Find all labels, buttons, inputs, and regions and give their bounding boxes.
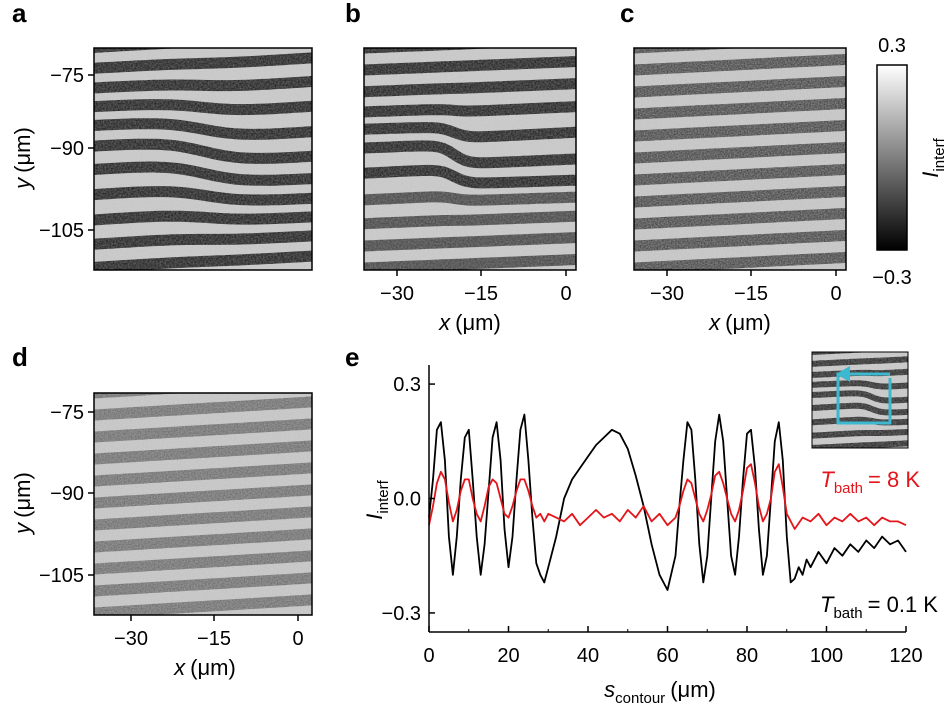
series-line-red (428, 463, 907, 530)
e-y-axis-title: Iinterf (362, 479, 392, 519)
x-tick-label: 0 (292, 628, 303, 650)
frame-d (93, 392, 313, 616)
fringe-dark-band (94, 299, 312, 312)
y-axis-title-d: y(μm) (10, 472, 35, 536)
fringe-dark-band (812, 323, 908, 328)
panel-d-y-axis: −75 −90 −105 y(μm) (10, 402, 94, 587)
fringe-dark-band (94, 277, 312, 290)
y-tick-label: −105 (39, 220, 84, 242)
e-y-tick-label: 0.3 (393, 374, 421, 396)
fringe-dark-band (94, 358, 312, 371)
fringe-dark-band (364, 18, 576, 27)
y-tick-label: −75 (50, 65, 84, 87)
series-line-black (428, 413, 907, 591)
panel-d-x-axis: −30 −15 0 x (μm) (114, 615, 304, 680)
y-tick-label: −90 (50, 138, 84, 160)
panel-c-x-axis: −30 −15 0 x (μm) (650, 270, 842, 335)
x-axis-title-d: x (μm) (173, 655, 236, 680)
x-tick-label: 0 (830, 283, 841, 305)
colorbar-min-label: −0.3 (872, 267, 911, 289)
panel-letter-a: a (12, 0, 27, 28)
y-tick-label: −90 (50, 483, 84, 505)
fringe-dark-band (364, 0, 576, 4)
e-x-tick-label: 80 (736, 645, 758, 667)
e-x-tick-label: 120 (889, 645, 922, 667)
e-y-tick-label: 0.0 (393, 489, 421, 511)
fringe-image-d (94, 336, 312, 701)
fringe-dark-band (364, 348, 576, 357)
fringe-image-b (364, 0, 576, 357)
inset-image (812, 323, 908, 460)
frame-c (633, 47, 847, 271)
frame-b (363, 47, 577, 271)
e-x-tick-label: 60 (656, 645, 678, 667)
fringe-image-c (634, 0, 846, 270)
panel-letter-e: e (345, 342, 359, 372)
fringe-dark-band (94, 393, 186, 399)
panel-letter-c: c (620, 0, 634, 28)
fringe-dark-band (94, 13, 312, 26)
x-tick-label: −30 (114, 628, 148, 650)
x-axis-title-b: x (μm) (438, 310, 501, 335)
x-tick-label: −30 (380, 283, 414, 305)
fringe-dark-band (364, 48, 502, 54)
e-x-tick-label: 40 (577, 645, 599, 667)
x-tick-label: −15 (734, 283, 768, 305)
panel-letter-b: b (345, 0, 361, 28)
fringe-dark-band (812, 455, 908, 460)
legend-red-label: Tbath = 8 K (820, 467, 920, 497)
e-y-tick-label: −0.3 (382, 603, 421, 625)
colorbar-gradient (876, 64, 908, 251)
legend-black-label: Tbath = 0.1 K (820, 592, 938, 622)
fringe-dark-band (94, 336, 312, 349)
inset-frame (811, 351, 909, 449)
x-tick-label: −15 (197, 628, 231, 650)
x-axis-title-c: x (μm) (708, 310, 771, 335)
fringe-dark-band (94, 343, 312, 356)
fringe-dark-band (634, 15, 846, 26)
e-x-tick-label: 0 (423, 645, 434, 667)
fringe-dark-band (94, 0, 312, 4)
panel-b-x-axis: −30 −15 0 x (μm) (380, 270, 572, 335)
fringe-dark-band (94, 688, 312, 701)
fringe-dark-band (94, 48, 182, 53)
x-tick-label: −15 (464, 283, 498, 305)
fringe-dark-band (812, 335, 908, 340)
y-tick-label: −105 (39, 565, 84, 587)
x-tick-label: 0 (560, 283, 571, 305)
panel-e-chart: 0 20 40 60 80 100 120 0.3 0.0 −0.3 Iinterf sconto… (362, 323, 938, 707)
colorbar-max-label: 0.3 (878, 35, 906, 57)
colorbar-title: Iinterf (918, 137, 946, 177)
frame-a (93, 47, 313, 271)
fringe-dark-band (812, 352, 873, 355)
fringe-dark-band (634, 0, 846, 4)
y-axis-title-a: y(μm) (10, 127, 35, 191)
fringe-dark-band (94, 321, 312, 334)
panel-a-y-axis: −75 −90 −105 y(μm) (10, 65, 94, 242)
panel-letter-d: d (12, 342, 28, 372)
inset-contour-path (836, 366, 892, 425)
colorbar: 0.3 −0.3 Iinterf (872, 35, 946, 289)
fringe-dark-band (634, 48, 744, 54)
x-tick-label: −30 (650, 283, 684, 305)
e-x-tick-label: 100 (810, 645, 843, 667)
e-x-axis-title: scontour (μm) (604, 677, 716, 707)
fringe-image-a (94, 0, 312, 356)
y-tick-label: −75 (50, 402, 84, 424)
e-x-tick-label: 20 (497, 645, 519, 667)
